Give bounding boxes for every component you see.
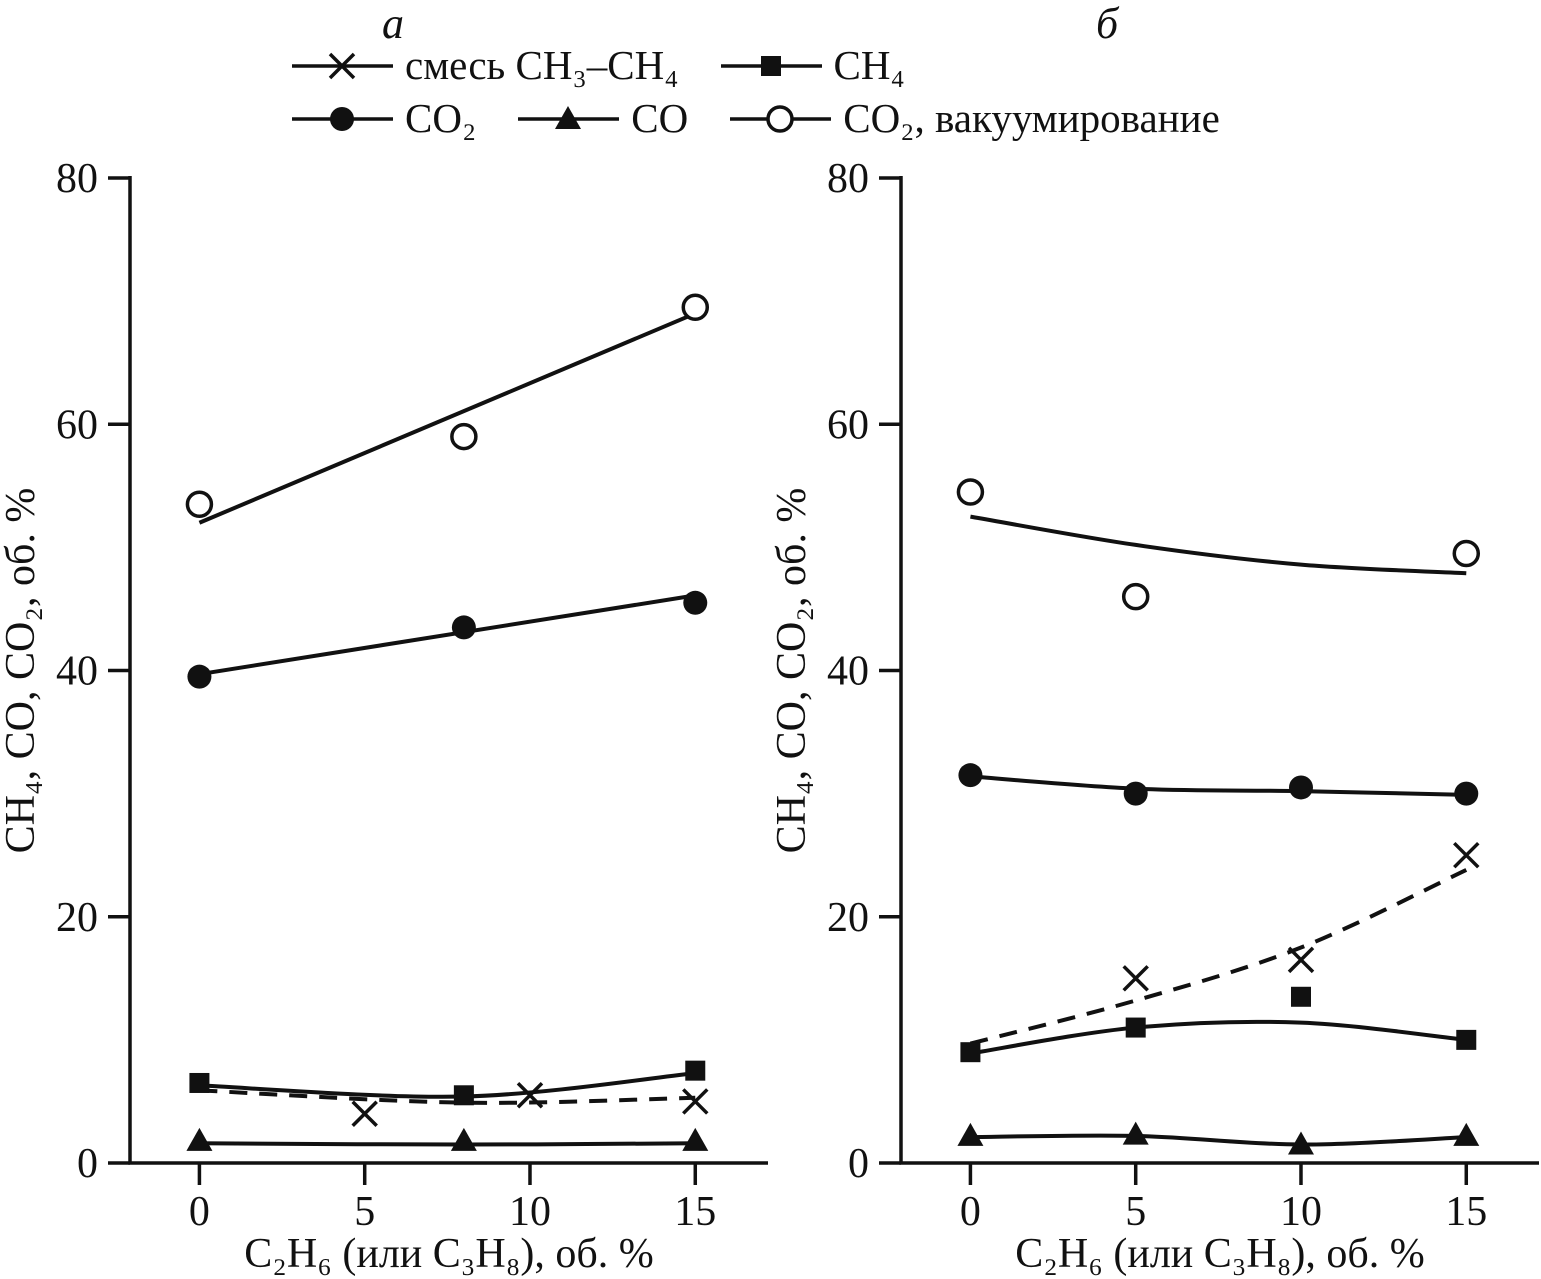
series-ch4-marker (685, 1060, 706, 1081)
series-ch4-line (970, 1019, 1467, 1056)
legend-row: CO₂ CO CO₂, вакуумирование (290, 95, 1220, 142)
axes (899, 176, 1539, 1165)
series-co2-vacuum-marker (956, 478, 985, 506)
series-co2-vacuum-line (198, 311, 697, 525)
series-co2-marker (1454, 781, 1479, 806)
chart-panel-a: 0 20 40 60 80 0 5 10 15 C₂H₆ (или C₃H₈), об. % CH₄… (0, 158, 768, 1277)
series-co2-marker (1123, 781, 1148, 806)
y-tick-label: 60 (827, 402, 869, 448)
x-marker-swatch-icon (292, 52, 393, 79)
y-axis-label: CH₄, CO, CO₂, об. % (0, 488, 44, 854)
panel-b-title: б (1096, 0, 1119, 48)
series-co-marker (682, 1127, 709, 1151)
y-tick-label: 60 (56, 402, 98, 448)
series-co2-marker (958, 763, 983, 788)
series-co-marker (1453, 1122, 1480, 1146)
filled-square-swatch-icon (720, 55, 822, 76)
series-co-marker (186, 1127, 213, 1151)
filled-triangle-swatch-icon (518, 105, 620, 129)
series-co2-marker (451, 615, 476, 640)
series-mixture-marker (1122, 965, 1149, 992)
open-circle-icon (766, 104, 794, 133)
legend-label: CH₄ (833, 42, 905, 88)
series-co2-vacuum-marker (1452, 539, 1481, 568)
y-axis-label: CH₄, CO, CO₂, об. % (771, 488, 815, 854)
series-ch4-marker (1456, 1029, 1477, 1050)
legend-item-co2-vacuum: CO₂, вакуумирование (728, 95, 1220, 142)
x-axis-label: C₂H₆ (или C₃H₈), об. % (244, 1231, 654, 1277)
filled-triangle-icon (555, 105, 582, 129)
series-mixture-marker (351, 1100, 378, 1127)
series-co2-vacuum-marker (185, 490, 214, 519)
series-co2-marker (683, 590, 708, 615)
legend-item-mixture: смесь CH₃–CH₄ (290, 42, 679, 88)
legend-label: смесь CH₃–CH₄ (405, 42, 679, 88)
legend-item-co: CO (516, 95, 689, 142)
legend-label: CO₂ (405, 95, 477, 142)
series-mixture-line (199, 1088, 696, 1105)
x-tick-label: 15 (674, 1189, 716, 1235)
series-co2-vacuum-marker (1121, 582, 1150, 611)
series-co2-vacuum-line (970, 514, 1467, 576)
series-mixture-marker (1453, 841, 1480, 869)
series-co2-line (970, 774, 1467, 797)
series-mixture-marker (1287, 946, 1315, 974)
chart-panel-b: 0 20 40 60 80 0 5 10 15 C₂H₆ (или C₃H₈), об. % CH₄… (771, 158, 1539, 1277)
series-co-marker (1122, 1121, 1149, 1145)
y-tick-label: 80 (56, 158, 98, 202)
legend: смесь CH₃–CH₄ CH₄ CO₂ CO CO₂, вакуумирование (290, 42, 1220, 142)
y-tick-label: 0 (77, 1141, 98, 1187)
x-tick-label: 0 (960, 1189, 981, 1235)
y-tick-label: 0 (848, 1141, 869, 1187)
series-co2-vacuum-marker (450, 422, 478, 451)
x-tick-label: 5 (354, 1189, 375, 1235)
series-co-line (199, 1141, 696, 1147)
series-ch4-marker (960, 1042, 981, 1063)
open-circle-swatch-icon (730, 104, 832, 133)
y-tick-label: 80 (827, 158, 869, 202)
legend-label: CO (631, 95, 689, 142)
filled-square-icon (760, 55, 781, 76)
series-co2-vacuum-marker (681, 293, 710, 322)
y-tick-label: 20 (827, 895, 869, 941)
x-axis-label: C₂H₆ (или C₃H₈), об. % (1015, 1231, 1425, 1277)
series-mixture-marker (516, 1082, 544, 1109)
legend-label: CO₂, вакуумирование (843, 95, 1220, 142)
series-co-line (970, 1133, 1467, 1147)
x-tick-label: 10 (1280, 1189, 1322, 1235)
filled-circle-icon (330, 106, 354, 131)
y-tick-label: 20 (56, 895, 98, 941)
x-tick-label: 15 (1445, 1189, 1487, 1235)
x-tick-label: 0 (189, 1189, 210, 1235)
series-mixture-line (969, 868, 1468, 1046)
legend-item-co2: CO₂ (290, 95, 477, 142)
legend-item-ch4: CH₄ (719, 42, 905, 88)
series-ch4-marker (1290, 986, 1311, 1007)
panel-a-title: а (382, 0, 404, 48)
series-co-marker (1287, 1131, 1314, 1155)
x-marker-icon (328, 52, 356, 79)
series-co2-line (199, 593, 696, 677)
series-co-marker (957, 1122, 984, 1146)
y-tick-label: 40 (827, 649, 869, 695)
series-ch4-marker (453, 1085, 474, 1106)
series-ch4-marker (189, 1072, 210, 1093)
series-co-marker (450, 1127, 477, 1151)
series-co2-marker (187, 664, 212, 689)
series-co2-marker (1288, 775, 1313, 800)
y-tick-label: 40 (56, 649, 98, 695)
series-ch4-marker (1125, 1017, 1146, 1038)
legend-row: смесь CH₃–CH₄ CH₄ (290, 42, 1220, 88)
x-tick-label: 10 (509, 1189, 551, 1235)
series-mixture-marker (682, 1088, 709, 1115)
filled-circle-swatch-icon (292, 106, 393, 131)
x-tick-label: 5 (1125, 1189, 1146, 1235)
